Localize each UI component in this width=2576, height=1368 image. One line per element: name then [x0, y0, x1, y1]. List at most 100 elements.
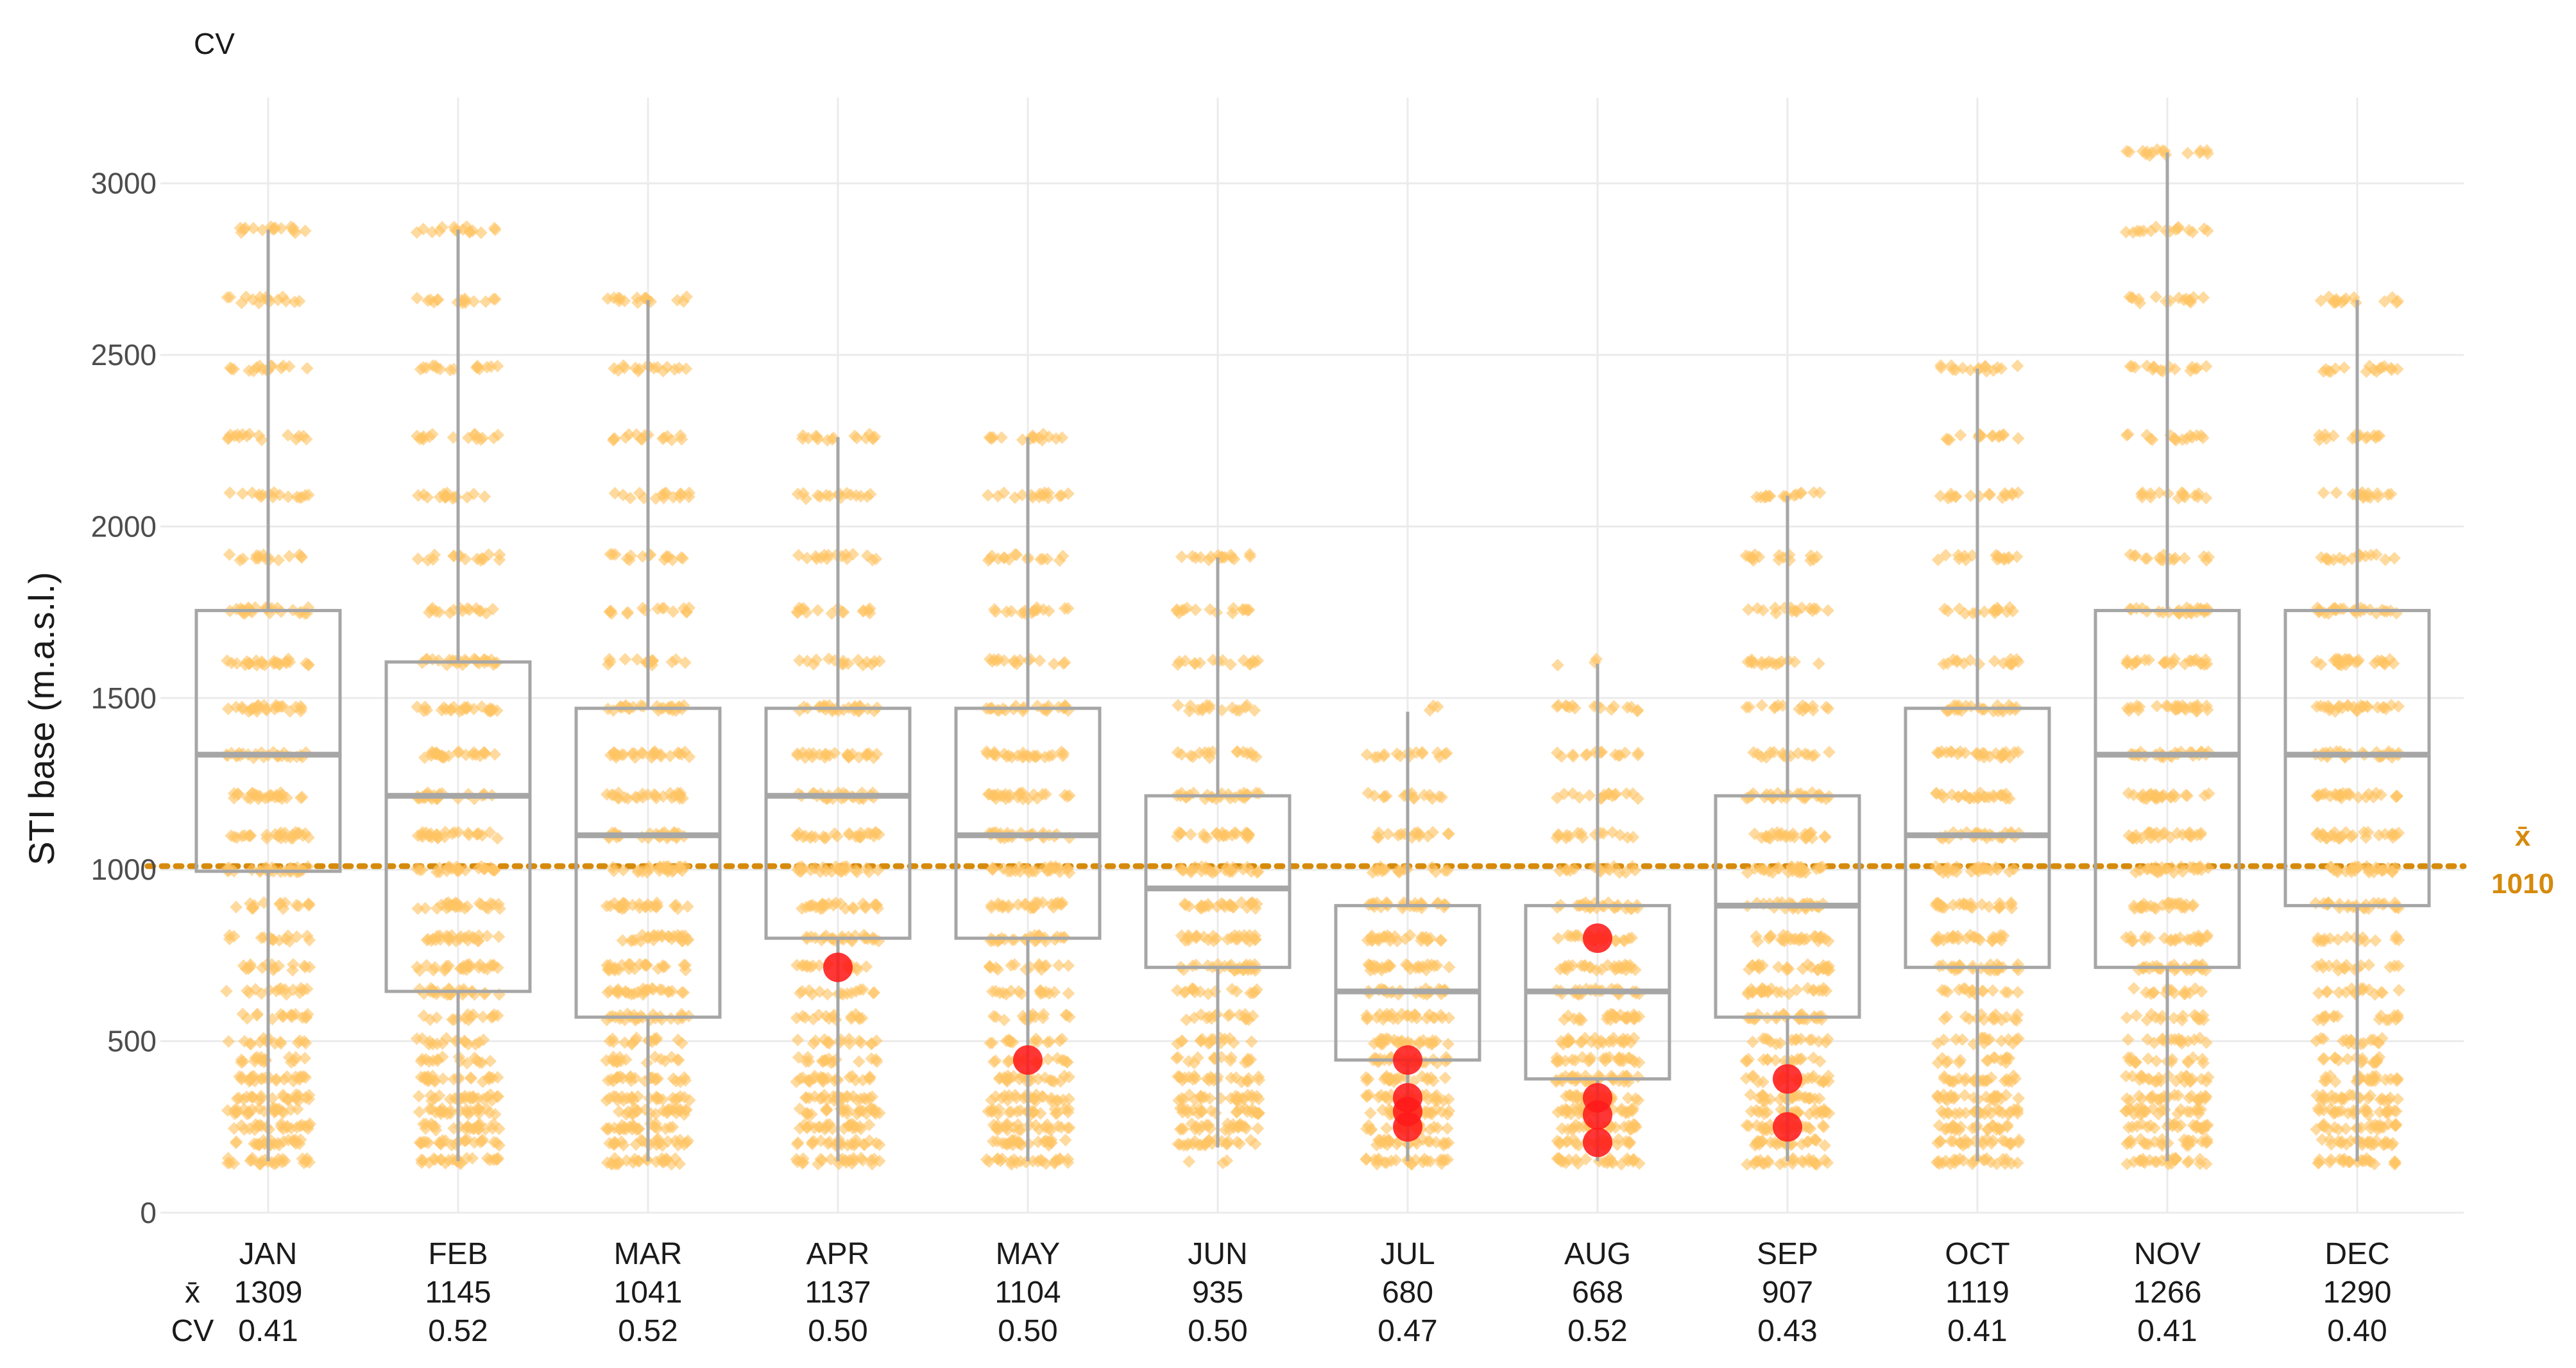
jitter-point: [667, 1072, 680, 1085]
jitter-point: [299, 827, 312, 840]
jitter-point: [220, 984, 233, 998]
jitter-point: [292, 1089, 305, 1102]
jitter-point: [478, 490, 491, 503]
jitter-point: [426, 1038, 439, 1051]
jitter-point: [631, 1090, 645, 1103]
jitter-point: [286, 983, 300, 996]
jitter-point: [245, 1154, 259, 1167]
jitter-point: [626, 1036, 639, 1050]
jitter-point: [302, 658, 315, 671]
jitter-point: [619, 1123, 633, 1136]
jitter-point: [252, 429, 266, 442]
jitter-point: [242, 1105, 255, 1118]
jitter-point: [477, 552, 490, 566]
jitter-point: [429, 359, 442, 372]
jitter-point: [271, 293, 285, 307]
jitter-point: [656, 1093, 669, 1106]
jitter-point: [433, 225, 446, 238]
jitter-point: [444, 1104, 457, 1117]
jitter-point: [421, 1072, 434, 1085]
jitter-point: [480, 1102, 493, 1115]
jitter-point: [263, 789, 277, 802]
jitter-point: [418, 902, 432, 915]
jitter-point: [607, 1137, 620, 1150]
jitter-point: [490, 1090, 504, 1103]
jitter-point: [298, 1052, 312, 1065]
jitter-point: [230, 657, 243, 670]
jitter-point: [477, 1033, 490, 1047]
jitter-point: [286, 964, 299, 977]
jitter-point: [300, 362, 314, 375]
jitter-point: [491, 832, 504, 845]
jitter-point: [416, 432, 430, 446]
jitter-point: [468, 427, 481, 441]
jitter-point: [230, 1102, 243, 1116]
jitter-point: [620, 1154, 633, 1167]
jitter-point: [412, 1090, 425, 1103]
jitter-point: [297, 429, 310, 443]
jitter-point: [420, 1053, 432, 1066]
jitter-point: [229, 1136, 243, 1150]
jitter-point: [247, 221, 260, 235]
jitter-point: [244, 1090, 258, 1103]
jitter-point: [486, 603, 499, 616]
jitter-point: [425, 749, 438, 762]
jitter-point: [222, 1035, 235, 1048]
jitter-point: [461, 900, 474, 913]
jitter-point: [430, 866, 443, 878]
jitter-point: [291, 1036, 305, 1050]
jitter-point: [429, 1120, 442, 1133]
jitter-point: [476, 1133, 490, 1146]
jitter-point: [602, 1122, 616, 1135]
jitter-point: [473, 896, 486, 910]
jitter-point: [246, 902, 259, 915]
jitter-point: [477, 862, 491, 876]
jitter-point: [611, 1071, 624, 1084]
jitter-point: [249, 982, 262, 996]
jitter-point: [436, 1072, 450, 1086]
jitter-point: [297, 1156, 311, 1170]
jitter-point: [443, 860, 456, 873]
jitter-point: [411, 291, 423, 305]
jitter-point: [422, 294, 434, 307]
jitter-point: [619, 1053, 633, 1066]
jitter-point: [492, 930, 506, 943]
jitter-point: [601, 1156, 614, 1169]
jitter-point: [272, 1152, 285, 1166]
jitter-point: [467, 488, 481, 500]
jitter-point: [281, 429, 294, 442]
jitter-point: [252, 296, 266, 310]
jitter-point: [624, 1071, 636, 1084]
jitter-point: [285, 1011, 298, 1023]
jitter-point: [636, 1134, 649, 1148]
jitter-point: [473, 1056, 486, 1069]
jitter-point: [459, 552, 472, 566]
jitter-point: [221, 702, 235, 715]
jitter-point: [275, 1037, 287, 1050]
jitter-point: [429, 961, 441, 974]
jitter-point: [295, 491, 309, 504]
jitter-point: [298, 1120, 312, 1133]
jitter-point: [242, 705, 255, 718]
jitter-point: [290, 930, 303, 943]
jitter-point: [493, 1122, 506, 1135]
jitter-point: [249, 552, 262, 565]
jitter-point: [425, 603, 438, 617]
jitter-point: [273, 488, 286, 502]
jitter-point: [416, 1154, 430, 1167]
jitter-point: [673, 1158, 687, 1170]
jitter-point: [244, 828, 257, 842]
jitter-point: [484, 1054, 497, 1068]
jitter-point: [463, 828, 475, 842]
jitter-point: [277, 1088, 290, 1102]
jitter-point: [223, 291, 237, 304]
jitter-point: [251, 1120, 264, 1133]
jitter-point: [223, 486, 237, 499]
jitter-point: [271, 1136, 285, 1150]
jitter-point: [228, 830, 241, 843]
jitter-point: [297, 1070, 311, 1083]
jitter-point: [481, 1152, 494, 1165]
jitter-point: [274, 1007, 287, 1021]
jitter-point: [488, 748, 502, 761]
jitter-point: [442, 1154, 456, 1167]
